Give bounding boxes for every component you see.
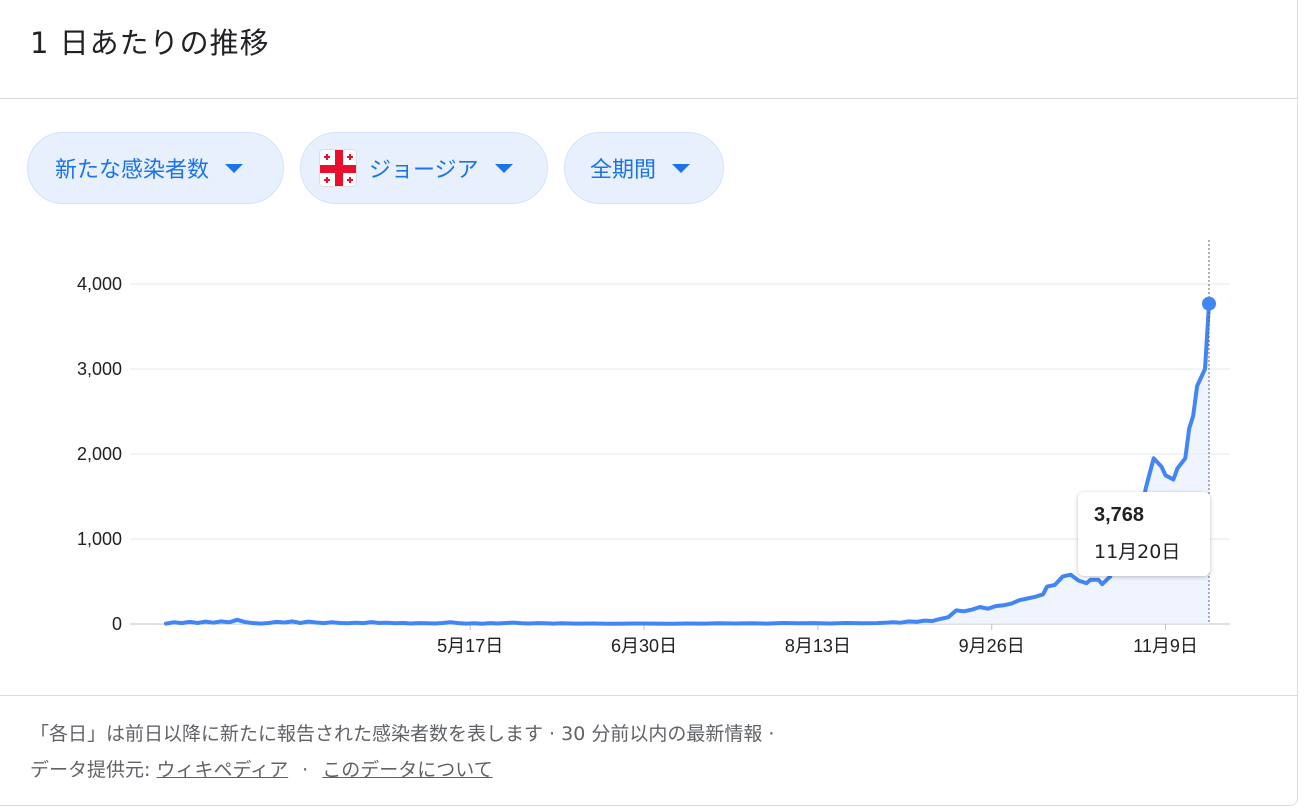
region-dropdown[interactable]: ジョージア (300, 132, 548, 204)
highlight-point (1202, 296, 1216, 311)
page-title: 1 日あたりの推移 (30, 26, 270, 60)
source-prefix: データ提供元: (30, 759, 151, 781)
metric-label: 新たな感染者数 (55, 158, 210, 183)
y-tick-label: 0 (112, 614, 122, 634)
series-line (164, 301, 1211, 626)
period-label: 全期間 (590, 158, 657, 183)
separator: · (302, 759, 309, 781)
footer: 「各日」は前日以降に新たに報告された感染者数を表します · 30 分前以内の最新… (30, 716, 1270, 788)
x-tick-label: 6月30日 (611, 636, 677, 656)
footer-note: 「各日」は前日以降に新たに報告された感染者数を表します · 30 分前以内の最新… (30, 723, 775, 745)
footer-source: データ提供元: ウィキペディア · このデータについて (30, 752, 1270, 788)
x-tick-label: 9月26日 (959, 636, 1025, 656)
x-tick-label: 8月13日 (785, 636, 851, 656)
tooltip-date: 11月20日 (1094, 541, 1181, 563)
wikipedia-link[interactable]: ウィキペディア (156, 759, 289, 781)
y-tick-label: 4,000 (77, 274, 122, 294)
region-label: ジョージア (369, 158, 479, 183)
x-tick-label: 11月9日 (1133, 636, 1198, 656)
chevron-down-icon (672, 163, 691, 173)
chevron-down-icon (494, 163, 513, 173)
series-area (166, 303, 1209, 624)
daily-cases-chart[interactable]: 0 1,000 2,000 3,000 4,000 5月17日 6月30日 8月13日 9月26… (0, 230, 1298, 670)
tooltip-value: 3,768 (1094, 504, 1145, 526)
y-tick-label: 2,000 (77, 444, 122, 464)
period-dropdown[interactable]: 全期間 (564, 132, 724, 204)
about-data-link[interactable]: このデータについて (322, 759, 493, 781)
chevron-down-icon (225, 163, 244, 173)
y-tick-label: 1,000 (77, 529, 122, 549)
georgia-flag-icon (319, 149, 357, 187)
y-tick-label: 3,000 (77, 359, 122, 379)
x-tick-label: 5月17日 (437, 636, 503, 656)
chart-tooltip: 3,768 11月20日 (1078, 492, 1210, 576)
header-divider (0, 98, 1298, 99)
footer-divider (0, 695, 1298, 696)
metric-dropdown[interactable]: 新たな感染者数 (27, 132, 284, 204)
